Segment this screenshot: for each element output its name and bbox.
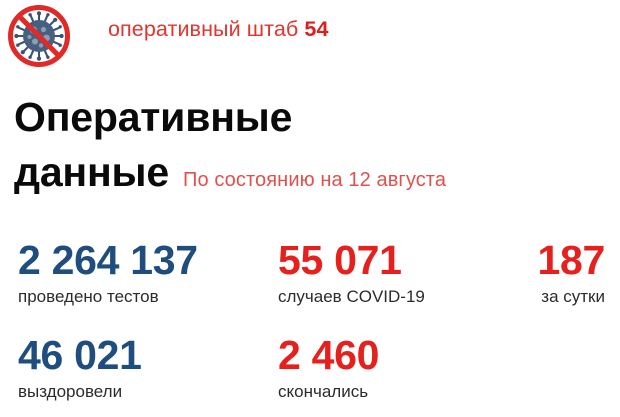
stat-recovered: 46 021 выздоровели xyxy=(18,331,142,403)
brand-title-text: оперативный штаб xyxy=(108,17,299,41)
page-title-line-2: данные xyxy=(14,149,169,195)
page-title-line-2-group: данные По состоянию на 12 августа xyxy=(14,149,614,195)
statistics-row-2: 46 021 выздоровели 2 460 скончались xyxy=(0,331,620,417)
stat-deaths-value: 2 460 xyxy=(278,332,380,378)
stat-tests-conducted-value: 2 264 137 xyxy=(18,237,198,283)
statistics-row-1: 2 264 137 проведено тестов 55 071 случае… xyxy=(0,236,620,331)
stat-recovered-value: 46 021 xyxy=(18,332,142,378)
stat-daily-cases-label: за сутки xyxy=(541,287,605,306)
coronavirus-prohibited-icon xyxy=(5,2,73,70)
page-title-line-1: Оперативные xyxy=(14,94,293,140)
stat-daily-cases-value: 187 xyxy=(537,237,605,283)
stat-deaths: 2 460 скончались xyxy=(278,331,379,403)
stat-tests-conducted-label: проведено тестов xyxy=(18,287,159,306)
brand-title: оперативный штаб 54 xyxy=(108,16,329,42)
stat-daily-cases: 187 за сутки xyxy=(537,236,605,308)
statistics-section: 2 264 137 проведено тестов 55 071 случае… xyxy=(0,236,620,417)
stat-tests-conducted: 2 264 137 проведено тестов xyxy=(18,236,198,308)
stat-deaths-label: скончались xyxy=(278,382,369,401)
stat-covid-cases-label: случаев COVID-19 xyxy=(278,287,425,306)
brand-title-number: 54 xyxy=(304,17,329,41)
page-title: Оперативные данные По состоянию на 12 ав… xyxy=(14,93,614,195)
stat-covid-cases-value: 55 071 xyxy=(278,237,402,283)
brand-header: оперативный штаб 54 xyxy=(0,0,620,80)
stat-covid-cases: 55 071 случаев COVID-19 xyxy=(278,236,425,308)
page-subtitle-date: По состоянию на 12 августа xyxy=(182,169,447,191)
stat-recovered-label: выздоровели xyxy=(18,382,123,401)
